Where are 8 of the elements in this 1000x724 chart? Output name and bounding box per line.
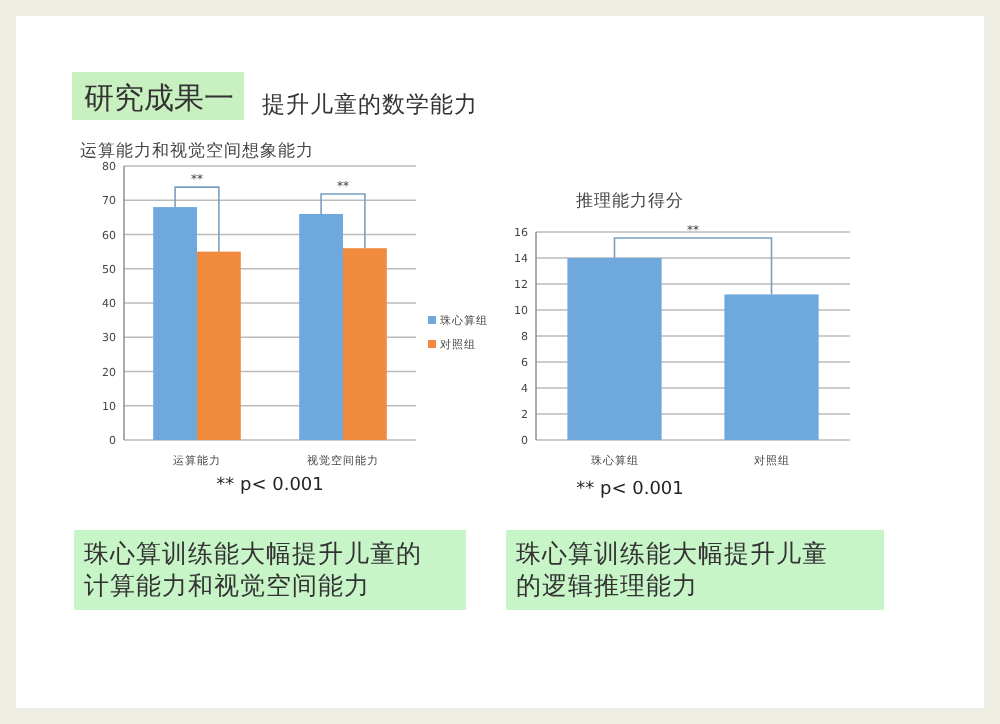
chart-title: 运算能力和视觉空间想象能力 <box>80 140 314 162</box>
text: 珠心算训练能大幅提升儿童的逻辑推理能力 <box>516 538 828 600</box>
text: 提升儿童的数学能力 <box>262 90 478 118</box>
text: 研究成果一 <box>84 80 234 116</box>
chart-title: 推理能力得分 <box>576 190 684 212</box>
text: 珠心算训练能大幅提升儿童的计算能力和视觉空间能力 <box>84 538 422 600</box>
text: ** p< 0.001 <box>576 480 684 500</box>
text: ** p< 0.001 <box>216 476 324 496</box>
